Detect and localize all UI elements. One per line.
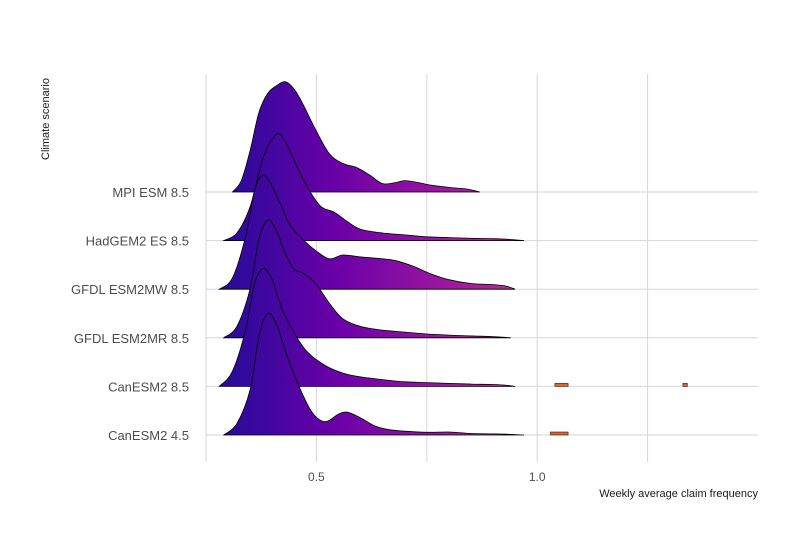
- y-tick-label: GFDL ESM2MR 8.5: [74, 331, 189, 346]
- x-tick-labels: 0.5 1.0: [308, 470, 546, 484]
- ridge-canesm2-8.5: [218, 268, 516, 387]
- outlier-mark: [550, 431, 569, 436]
- outlier-mark: [682, 383, 688, 387]
- ridges: [218, 81, 688, 436]
- x-tick-label: 0.5: [308, 470, 325, 484]
- y-tick-labels: MPI ESM 8.5 HadGEM2 ES 8.5 GFDL ESM2MW 8.5…: [71, 185, 189, 443]
- x-axis-title: Weekly average claim frequency: [599, 488, 758, 500]
- y-axis-title: Climate scenario: [40, 78, 52, 160]
- y-tick-label: GFDL ESM2MW 8.5: [71, 282, 189, 297]
- y-tick-label: CanESM2 8.5: [108, 379, 189, 394]
- ridge-gfdl-esm2mr-8.5: [222, 219, 511, 339]
- ridge-canesm2-4.5: [222, 312, 525, 436]
- y-tick-label: CanESM2 4.5: [108, 428, 189, 443]
- ridge-hadgem2-es-8.5: [222, 133, 525, 241]
- y-tick-label: MPI ESM 8.5: [112, 185, 189, 200]
- ridge-gfdl-esm2mw-8.5: [218, 174, 516, 290]
- x-tick-label: 1.0: [529, 470, 546, 484]
- outlier-mark: [554, 383, 569, 387]
- y-tick-label: HadGEM2 ES 8.5: [86, 234, 189, 249]
